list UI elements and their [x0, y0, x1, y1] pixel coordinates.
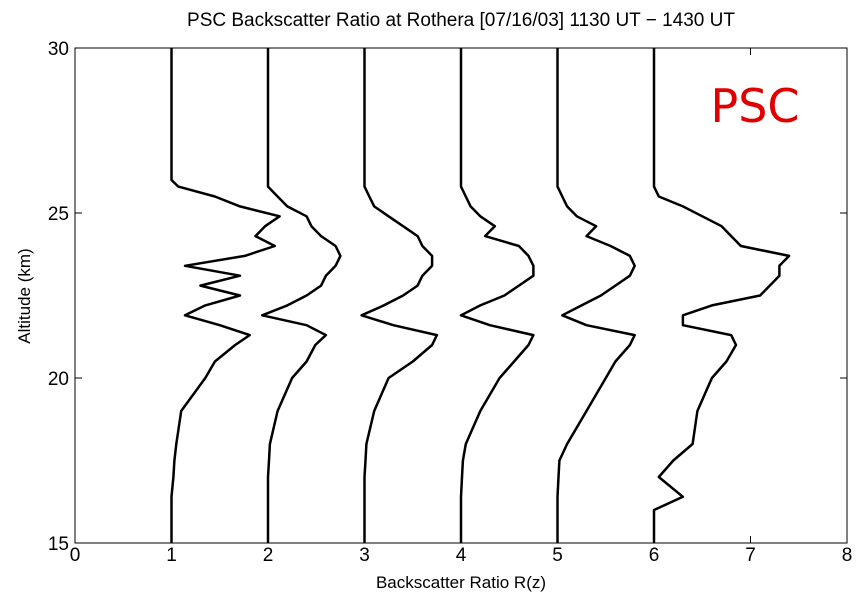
x-tick-label: 6 — [649, 545, 660, 566]
annotation: PSC — [710, 79, 799, 133]
profile-line — [360, 48, 439, 543]
profile-line — [170, 48, 281, 543]
profile-line — [556, 48, 636, 543]
x-axis-label: Backscatter Ratio R(z) — [376, 573, 546, 592]
x-tick-label: 4 — [456, 545, 467, 566]
x-tick-label: 2 — [263, 545, 274, 566]
profile-line — [459, 48, 535, 543]
x-tick-label: 5 — [552, 545, 563, 566]
x-tick-label: 8 — [842, 545, 853, 566]
profile-line — [260, 48, 342, 543]
y-tick-label: 20 — [48, 369, 69, 390]
y-tick-label: 25 — [48, 204, 69, 225]
profile-line — [652, 48, 791, 543]
y-tick-label: 30 — [48, 39, 69, 60]
x-tick-label: 7 — [745, 545, 756, 566]
y-axis-label: Altitude (km) — [15, 248, 34, 343]
x-tick-label: 1 — [166, 545, 177, 566]
x-tick-label: 0 — [70, 545, 81, 566]
x-tick-label: 3 — [359, 545, 370, 566]
y-tick-label: 15 — [48, 534, 69, 555]
chart-title: PSC Backscatter Ratio at Rothera [07/16/… — [187, 10, 735, 31]
